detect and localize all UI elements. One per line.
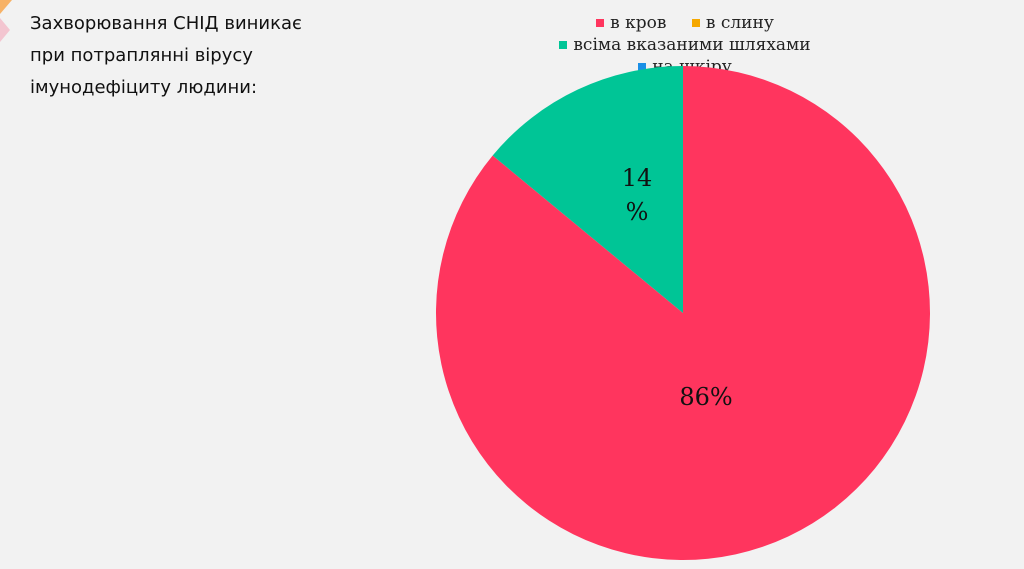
data-label-all-ways-line-1: 14 bbox=[622, 164, 653, 192]
legend-label-blood: в кров bbox=[610, 13, 667, 33]
legend-swatch-all-ways bbox=[559, 40, 568, 49]
legend-entry-all-ways: всіма вказаними шляхами bbox=[559, 34, 811, 56]
legend-row-1: в кров в слину всіма вказаними шляхами bbox=[450, 12, 920, 56]
question-line-3: імунодефіциту людини: bbox=[30, 77, 258, 98]
corner-decoration bbox=[0, 0, 12, 42]
decoration-triangle-pink bbox=[0, 18, 10, 42]
question-line-1: Захворювання СНІД виникає bbox=[30, 13, 302, 34]
decoration-triangle-orange bbox=[0, 0, 12, 14]
legend-label-saliva: в слину bbox=[705, 13, 774, 33]
legend-swatch-blood bbox=[596, 18, 605, 27]
data-label-all-ways-line-2: % bbox=[626, 198, 649, 226]
data-label-blood: 86% bbox=[679, 383, 732, 411]
legend-entry-blood: в кров bbox=[596, 12, 666, 34]
question-text: Захворювання СНІД виникає при потраплянн… bbox=[30, 8, 350, 104]
pie-slice-all-ways bbox=[492, 65, 683, 313]
legend-swatch-skin bbox=[638, 62, 647, 71]
legend-entry-saliva: в слину bbox=[691, 12, 774, 34]
legend-swatch-saliva bbox=[691, 18, 700, 27]
question-line-2: при потраплянні вірусу bbox=[30, 45, 253, 66]
legend-label-all-ways: всіма вказаними шляхами bbox=[573, 35, 811, 55]
